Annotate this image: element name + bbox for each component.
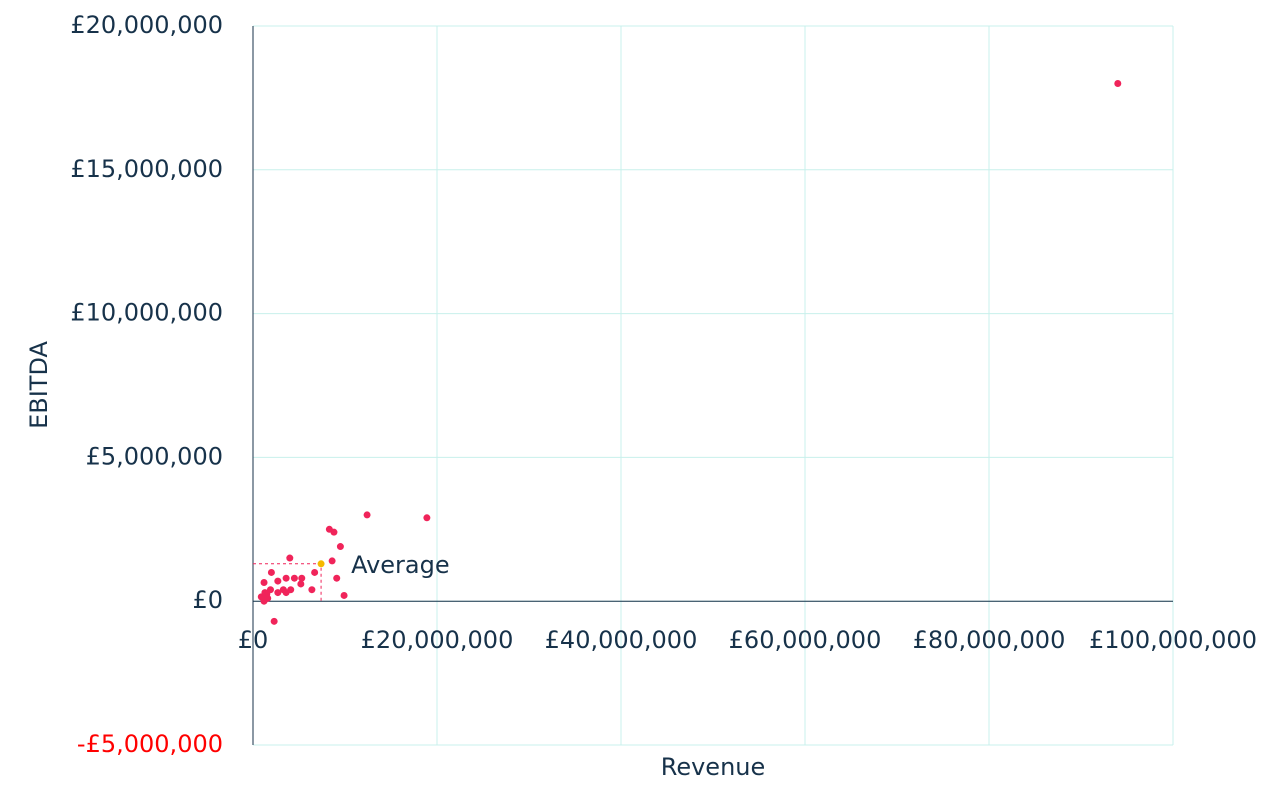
point — [274, 589, 282, 597]
y-tick-label: £5,000,000 — [86, 442, 223, 470]
point — [270, 617, 278, 625]
x-tick-label: £20,000,000 — [361, 626, 514, 654]
point — [297, 580, 305, 588]
point — [261, 589, 269, 597]
point — [282, 589, 290, 597]
point — [363, 511, 371, 519]
point — [333, 574, 341, 582]
point — [286, 554, 294, 562]
y-tick-label: £15,000,000 — [70, 155, 223, 183]
point — [282, 574, 290, 582]
point — [260, 579, 268, 587]
x-axis-title: Revenue — [661, 753, 766, 781]
point — [423, 514, 431, 522]
point — [298, 574, 306, 582]
point — [1114, 80, 1122, 88]
point — [311, 568, 319, 576]
point — [308, 586, 316, 594]
x-tick-label: £80,000,000 — [913, 626, 1066, 654]
y-tick-label: -£5,000,000 — [77, 730, 223, 758]
point — [330, 528, 338, 536]
point — [328, 557, 336, 565]
x-tick-label: £100,000,000 — [1089, 626, 1257, 654]
point — [290, 574, 298, 582]
x-tick-label: £40,000,000 — [545, 626, 698, 654]
y-tick-label: £0 — [192, 586, 223, 614]
average-label: Average — [351, 551, 450, 579]
point — [264, 594, 272, 602]
x-tick-label: £60,000,000 — [729, 626, 882, 654]
point — [340, 591, 348, 599]
y-tick-label: £20,000,000 — [70, 11, 223, 39]
point — [274, 577, 282, 585]
point — [267, 568, 275, 576]
point — [336, 543, 344, 551]
point — [317, 560, 325, 568]
y-axis-title: EBITDA — [25, 340, 53, 428]
y-tick-label: £10,000,000 — [70, 299, 223, 327]
